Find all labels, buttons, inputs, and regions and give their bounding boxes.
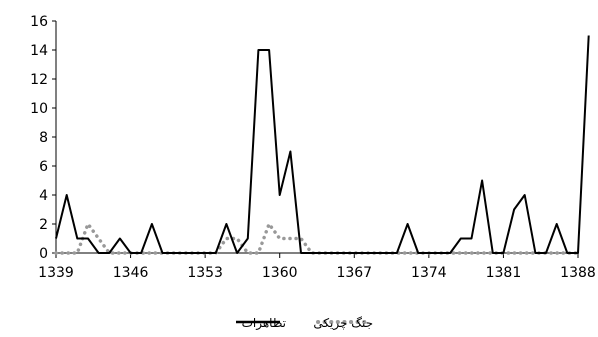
y-tick-label: 14 <box>30 43 48 59</box>
legend-label-guerrilla: جنگ چریکی <box>313 316 373 331</box>
legend: جنگ چریکی تظاهرات <box>236 316 373 331</box>
y-tick-label: 16 <box>30 14 48 30</box>
series-layer <box>54 35 590 255</box>
x-tick-label: 1339 <box>38 265 74 281</box>
x-tick-label: 1367 <box>336 265 372 281</box>
y-tick-label: 10 <box>30 101 48 117</box>
x-tick-label: 1381 <box>486 265 522 281</box>
series-line-1 <box>54 222 580 255</box>
y-tick-label: 12 <box>30 72 48 88</box>
x-axis-ticks: 1339 1346 1353 1360 1367 1374 1381 1388 <box>38 253 596 281</box>
x-tick-label: 1353 <box>187 265 223 281</box>
x-tick-label: 1388 <box>560 265 596 281</box>
y-tick-label: 6 <box>39 159 48 175</box>
series-line-0 <box>55 35 590 254</box>
y-tick-label: 8 <box>39 130 48 146</box>
legend-label-demonstrations: تظاهرات <box>242 316 286 331</box>
legend-item-demonstrations: تظاهرات <box>236 316 286 331</box>
y-axis-ticks: 0 2 4 6 8 10 12 14 16 <box>30 14 56 262</box>
x-tick-label: 1374 <box>411 265 447 281</box>
legend-item-guerrilla: جنگ چریکی <box>313 316 373 331</box>
y-tick-label: 4 <box>39 188 48 204</box>
y-tick-label: 2 <box>39 217 48 233</box>
y-tick-label: 0 <box>39 246 48 262</box>
x-tick-label: 1360 <box>262 265 298 281</box>
x-tick-label: 1346 <box>113 265 149 281</box>
